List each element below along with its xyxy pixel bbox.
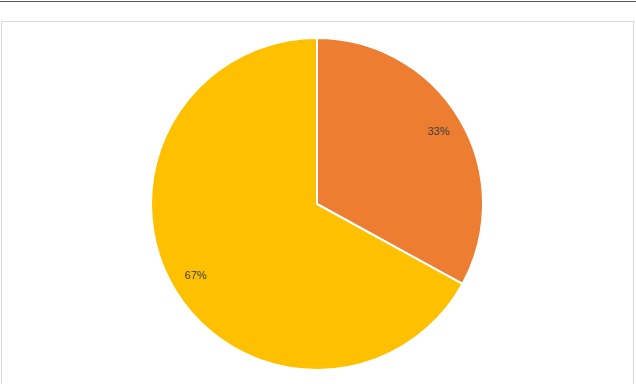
data-label: 67%: [185, 269, 207, 281]
pie-slice: [151, 38, 462, 370]
data-label: 33%: [427, 125, 449, 137]
chart-frame: [2, 22, 634, 384]
top-rule: [0, 1, 636, 2]
chart: 33% 67%: [0, 0, 636, 384]
page: {"chart_data": {"type": "pie", "values":…: [0, 0, 636, 384]
pie: [151, 38, 483, 370]
